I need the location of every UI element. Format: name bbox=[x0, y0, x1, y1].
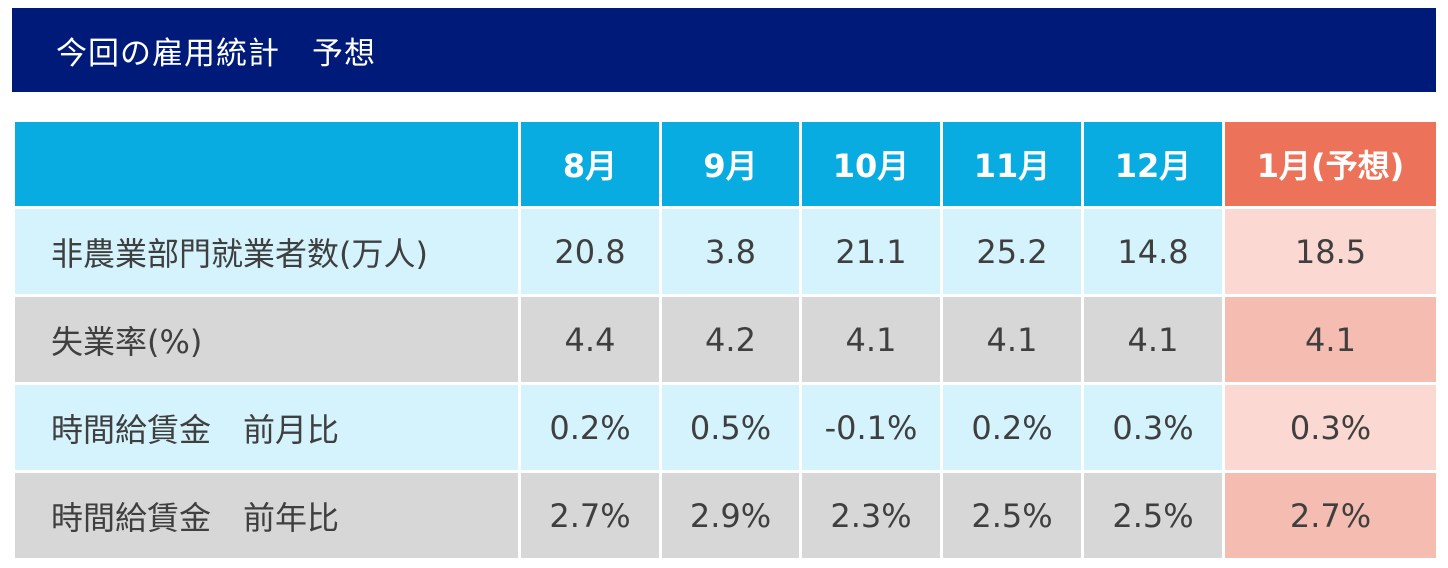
table-cell: 20.8 bbox=[518, 206, 662, 297]
forecast-cell: 2.7% bbox=[1222, 470, 1439, 561]
row-label: 失業率(%) bbox=[12, 294, 521, 385]
forecast-cell: 18.5 bbox=[1222, 206, 1439, 297]
table-cell: 4.1 bbox=[940, 294, 1084, 385]
table-cell: 4.2 bbox=[659, 294, 802, 385]
table-cell: 2.5% bbox=[940, 470, 1084, 561]
table-cell: 0.3% bbox=[1081, 382, 1225, 473]
table-cell: 4.4 bbox=[518, 294, 662, 385]
row-label: 時間給賃金 前年比 bbox=[12, 470, 521, 561]
table-row-nonfarm-payrolls: 非農業部門就業者数(万人) 20.8 3.8 21.1 25.2 14.8 18… bbox=[12, 206, 1439, 297]
corner-header-cell bbox=[12, 119, 521, 209]
table-cell: 2.5% bbox=[1081, 470, 1225, 561]
table-row-hourly-wage-yoy: 時間給賃金 前年比 2.7% 2.9% 2.3% 2.5% 2.5% 2.7% bbox=[12, 470, 1439, 561]
row-label: 時間給賃金 前月比 bbox=[12, 382, 521, 473]
page-title: 今回の雇用統計 予想 bbox=[56, 35, 376, 72]
table-cell: 0.5% bbox=[659, 382, 802, 473]
title-banner: 今回の雇用統計 予想 bbox=[12, 8, 1436, 92]
column-header-nov: 11月 bbox=[940, 119, 1084, 209]
row-label: 非農業部門就業者数(万人) bbox=[12, 206, 521, 297]
table-cell: 2.7% bbox=[518, 470, 662, 561]
table-cell: 4.1 bbox=[1081, 294, 1225, 385]
table-cell: 25.2 bbox=[940, 206, 1084, 297]
table-cell: 21.1 bbox=[799, 206, 943, 297]
table-cell: 14.8 bbox=[1081, 206, 1225, 297]
forecast-cell: 0.3% bbox=[1222, 382, 1439, 473]
table-cell: 2.3% bbox=[799, 470, 943, 561]
column-header-sep: 9月 bbox=[659, 119, 802, 209]
employment-statistics-table: 8月 9月 10月 11月 12月 1月(予想) 非農業部門就業者数(万人) 2… bbox=[12, 119, 1439, 561]
column-header-jan-forecast: 1月(予想) bbox=[1222, 119, 1439, 209]
table-cell: 2.9% bbox=[659, 470, 802, 561]
header-row: 8月 9月 10月 11月 12月 1月(予想) bbox=[12, 119, 1439, 209]
table-cell: 4.1 bbox=[799, 294, 943, 385]
column-header-oct: 10月 bbox=[799, 119, 943, 209]
table-row-hourly-wage-mom: 時間給賃金 前月比 0.2% 0.5% -0.1% 0.2% 0.3% 0.3% bbox=[12, 382, 1439, 473]
column-header-aug: 8月 bbox=[518, 119, 662, 209]
table-cell: 3.8 bbox=[659, 206, 802, 297]
table-cell: -0.1% bbox=[799, 382, 943, 473]
column-header-dec: 12月 bbox=[1081, 119, 1225, 209]
table-row-unemployment-rate: 失業率(%) 4.4 4.2 4.1 4.1 4.1 4.1 bbox=[12, 294, 1439, 385]
forecast-cell: 4.1 bbox=[1222, 294, 1439, 385]
table-cell: 0.2% bbox=[518, 382, 662, 473]
table-cell: 0.2% bbox=[940, 382, 1084, 473]
